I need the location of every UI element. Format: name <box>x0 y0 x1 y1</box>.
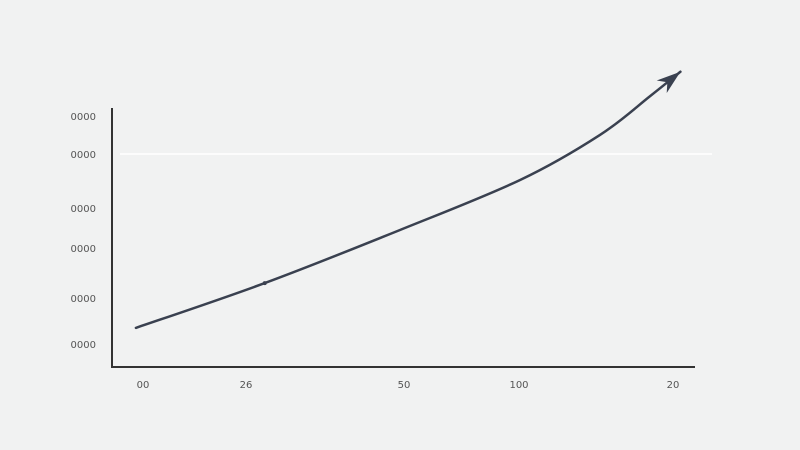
x-tick-label: 26 <box>240 380 253 391</box>
arrow-head-icon <box>656 71 681 94</box>
x-tick-label: 00 <box>137 380 150 391</box>
y-tick-label: 0000 <box>71 244 96 255</box>
y-tick-label: 0000 <box>71 340 96 351</box>
y-tick-label: 0000 <box>71 150 96 161</box>
x-tick-label: 20 <box>667 380 680 391</box>
y-tick-label: 0000 <box>71 294 96 305</box>
x-tick-label: 50 <box>398 380 411 391</box>
x-tick-label: 100 <box>509 380 528 391</box>
y-tick-label: 0000 <box>71 204 96 215</box>
y-tick-label: 0000 <box>71 112 96 123</box>
series-line <box>134 70 682 330</box>
data-point-marker <box>262 281 267 286</box>
